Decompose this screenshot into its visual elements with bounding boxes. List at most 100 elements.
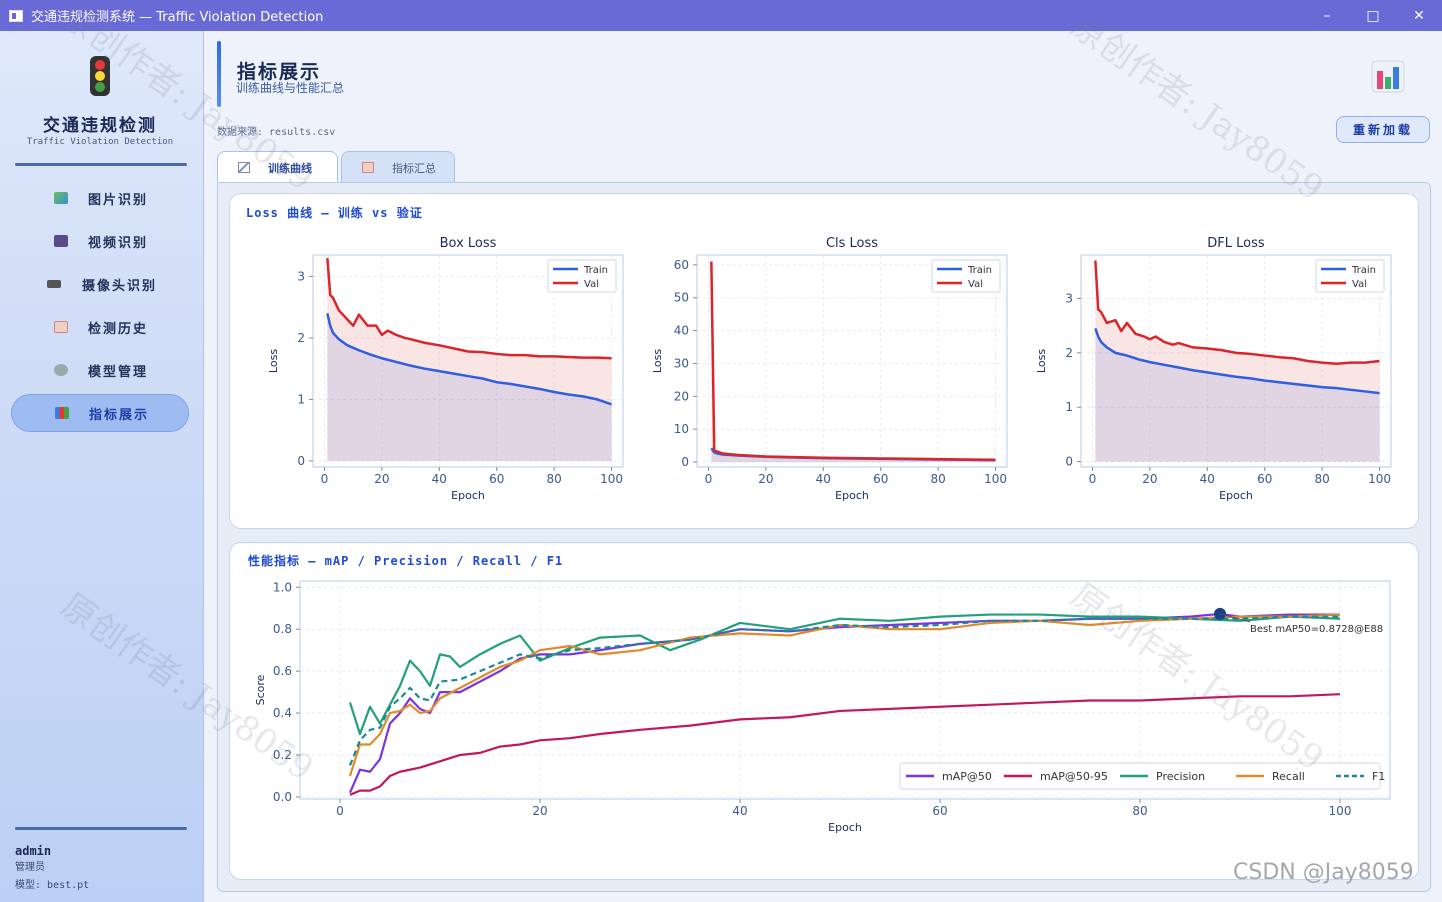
metrics-section-title: 性能指标 — mAP / Precision / Recall / F1: [248, 554, 564, 568]
sidebar-item-video[interactable]: 视频识别: [11, 222, 189, 260]
x-tick-label: 80: [1314, 472, 1329, 486]
y-tick-label: 0.8: [273, 622, 292, 636]
series-line-map-50-95: [349, 693, 1341, 796]
y-tick-label: 50: [674, 291, 689, 305]
y-tick-label: 3: [297, 270, 305, 284]
x-tick-label: 80: [930, 472, 945, 486]
x-tick-label: 60: [489, 472, 504, 486]
x-tick-label: 0: [336, 804, 344, 818]
y-tick-label: 2: [297, 331, 305, 345]
x-tick-label: 80: [546, 472, 561, 486]
y-axis-label: Loss: [651, 349, 664, 373]
title-bar: 交通违规检测系统 — Traffic Violation Detection –…: [0, 0, 1442, 31]
chart-title: Cls Loss: [826, 236, 878, 251]
x-tick-label: 100: [600, 472, 623, 486]
area-fill: [711, 448, 996, 463]
x-axis-label: Epoch: [828, 821, 862, 834]
series-line-train: [1094, 327, 1380, 395]
tab-metrics-summary[interactable]: 指标汇总: [341, 151, 455, 183]
series-line-val: [326, 257, 612, 360]
legend-label: Val: [584, 279, 599, 290]
user-name: admin: [15, 844, 52, 858]
x-tick-label: 40: [1200, 472, 1215, 486]
video-icon: [54, 235, 68, 247]
annotation-arrow: [1219, 613, 1251, 623]
csdn-watermark: CSDN @Jay8059: [1233, 860, 1414, 885]
sidebar-item-label: 视频识别: [88, 235, 149, 251]
area-fill: [327, 258, 612, 461]
loss-card: Loss 曲线 — 训练 vs 验证 0 20 40 60 80 100 0 1 2 3 Box L…: [229, 193, 1419, 529]
series-line-train: [326, 313, 612, 406]
series-line-val: [710, 261, 996, 462]
x-tick-label: 20: [374, 472, 389, 486]
sidebar-item-models[interactable]: 模型管理: [11, 351, 189, 389]
image-icon: [54, 192, 68, 204]
x-tick-label: 60: [1257, 472, 1272, 486]
tab-training-curves[interactable]: 训练曲线: [217, 151, 338, 183]
y-tick-label: 2: [1065, 346, 1073, 360]
main-content: 指标展示 训练曲线与性能汇总 数据来源: results.csv 重新加载 训练…: [205, 31, 1442, 902]
series-line-precision: [348, 613, 1341, 736]
best-marker: [1214, 607, 1226, 620]
chart-title: DFL Loss: [1207, 236, 1265, 251]
legend-label: mAP@50: [942, 770, 992, 783]
legend-label: Train: [583, 265, 608, 276]
x-tick-label: 60: [932, 804, 947, 818]
y-tick-label: 60: [674, 258, 689, 272]
area-fill: [327, 313, 612, 461]
legend-label: Val: [968, 279, 983, 290]
tab-content: Loss 曲线 — 训练 vs 验证 0 20 40 60 80 100 0 1 2 3 Box L…: [217, 182, 1431, 892]
x-tick-label: 0: [705, 472, 713, 486]
y-axis-label: Loss: [267, 349, 280, 373]
chart-title: Box Loss: [440, 236, 497, 251]
metrics-chart: 0 20 40 60 80 100 0.0 0.2 0.4 0.6 0.8 1.0 Epoch Score…: [254, 580, 1391, 834]
x-tick-label: 60: [873, 472, 888, 486]
legend-label: Recall: [1272, 770, 1305, 783]
y-tick-label: 1: [1065, 400, 1073, 414]
y-tick-label: 10: [674, 422, 689, 436]
bar-chart-icon: [55, 407, 69, 419]
sidebar-item-label: 指标展示: [89, 407, 150, 423]
reload-button[interactable]: 重新加载: [1336, 116, 1430, 143]
y-tick-label: 0: [681, 455, 689, 469]
sidebar-item-label: 图片识别: [88, 192, 149, 208]
loss-chart: 0 20 40 60 80 100 0 1 2 3 Box Loss Epoch Loss Train Va…: [267, 236, 624, 502]
header-accent-bar: [217, 41, 221, 107]
tab-label: 训练曲线: [268, 161, 312, 175]
page-subtitle: 训练曲线与性能汇总: [236, 81, 345, 95]
y-tick-label: 0.4: [273, 706, 292, 720]
legend-label: mAP@50-95: [1040, 770, 1108, 783]
traffic-light-icon: [90, 56, 110, 96]
loss-chart: 0 20 40 60 80 100 0 10 20 30 40 50 60 Cls Loss Epoch Lo…: [651, 236, 1008, 502]
sidebar-divider: [15, 163, 187, 166]
tab-label: 指标汇总: [392, 161, 436, 175]
window-title: 交通违规检测系统 — Traffic Violation Detection: [31, 10, 324, 25]
chart-line-icon: [238, 162, 250, 173]
y-axis-label: Loss: [1035, 349, 1048, 373]
y-tick-label: 0.6: [273, 664, 292, 678]
x-tick-label: 100: [1329, 804, 1352, 818]
legend-label: Train: [967, 265, 992, 276]
minimize-button[interactable]: –: [1323, 7, 1331, 24]
area-fill: [1095, 328, 1380, 462]
x-tick-label: 40: [732, 804, 747, 818]
x-tick-label: 20: [1142, 472, 1157, 486]
x-tick-label: 100: [984, 472, 1007, 486]
series-line-val: [1094, 260, 1380, 365]
loss-section-title: Loss 曲线 — 训练 vs 验证: [246, 206, 423, 220]
x-tick-label: 80: [1132, 804, 1147, 818]
x-axis-label: Epoch: [835, 489, 869, 502]
y-tick-label: 20: [674, 389, 689, 403]
close-button[interactable]: ✕: [1413, 7, 1425, 24]
sidebar-item-history[interactable]: 检测历史: [11, 308, 189, 346]
sidebar-item-metrics[interactable]: 指标展示: [11, 394, 189, 432]
history-icon: [54, 321, 68, 333]
maximize-button[interactable]: □: [1366, 7, 1380, 24]
sidebar-item-image[interactable]: 图片识别: [11, 179, 189, 217]
data-source-label: 数据来源: results.csv: [217, 127, 336, 138]
page-title: 指标展示: [237, 61, 322, 83]
bar-chart-icon: [1371, 60, 1405, 93]
y-tick-label: 30: [674, 356, 689, 370]
sidebar-item-camera[interactable]: 摄像头识别: [11, 265, 189, 303]
series-line-f1: [348, 615, 1340, 766]
